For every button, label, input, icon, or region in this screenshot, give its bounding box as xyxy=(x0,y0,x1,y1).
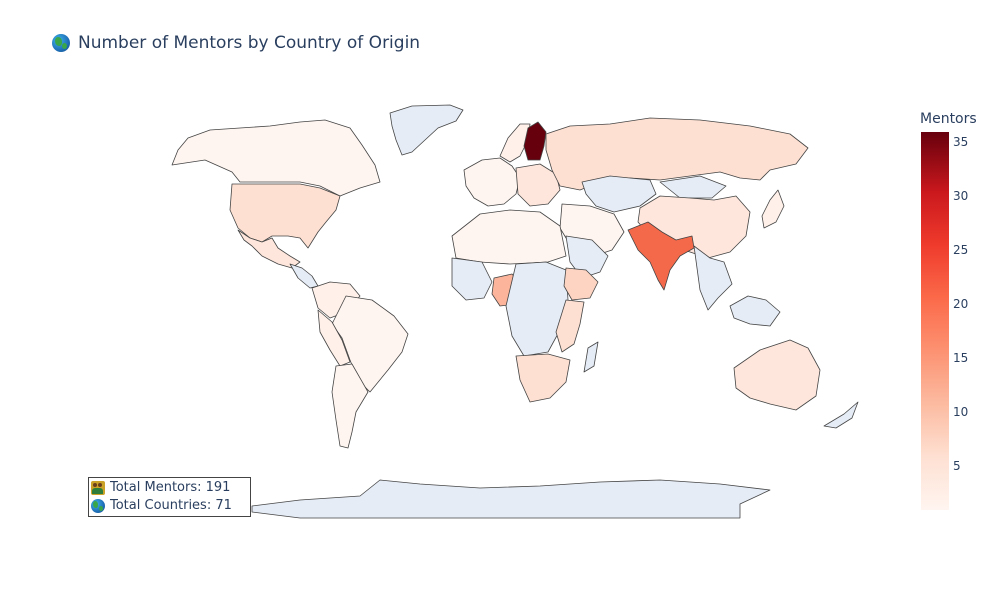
chart-title: Number of Mentors by Country of Origin xyxy=(52,33,420,53)
country-brazil[interactable] xyxy=(331,295,409,393)
country-canada[interactable] xyxy=(171,119,381,197)
people-icon xyxy=(91,481,105,495)
total-countries-row: Total Countries: 71 xyxy=(91,497,250,515)
total-mentors-row: Total Mentors: 191 xyxy=(91,479,250,497)
country-north-africa[interactable] xyxy=(451,209,567,265)
country-japan[interactable] xyxy=(761,189,785,229)
country-usa[interactable] xyxy=(229,183,341,249)
country-finland[interactable] xyxy=(523,121,547,161)
country-southeast-asia[interactable] xyxy=(693,245,733,311)
globe-icon xyxy=(91,499,105,513)
country-new-zealand[interactable] xyxy=(823,401,859,429)
colorbar-tick-label: 5 xyxy=(953,458,961,473)
country-argentina[interactable] xyxy=(331,363,369,449)
country-kazakhstan[interactable] xyxy=(581,175,657,213)
country-central-america[interactable] xyxy=(289,263,319,289)
colorbar-tick-label: 35 xyxy=(953,134,969,149)
country-australia[interactable] xyxy=(733,339,821,411)
country-india[interactable] xyxy=(627,221,695,291)
country-ethiopia[interactable] xyxy=(563,267,599,301)
country-mexico[interactable] xyxy=(237,229,301,269)
country-south-africa[interactable] xyxy=(515,353,571,403)
colorbar-tick-label: 15 xyxy=(953,350,969,365)
total-mentors-text: Total Mentors: 191 xyxy=(110,480,231,495)
colorbar-tick-label: 10 xyxy=(953,404,969,419)
stats-box: Total Mentors: 191 Total Countries: 71 xyxy=(88,477,251,517)
country-central-africa[interactable] xyxy=(505,261,569,357)
colorbar-tick-label: 25 xyxy=(953,242,969,257)
country-kenya[interactable] xyxy=(555,299,585,353)
country-west-africa[interactable] xyxy=(451,257,493,301)
country-peru[interactable] xyxy=(317,309,351,367)
country-arabia[interactable] xyxy=(565,235,609,279)
country-indonesia[interactable] xyxy=(729,295,781,327)
globe-icon xyxy=(52,34,70,52)
country-antarctica[interactable] xyxy=(251,479,771,519)
colorbar-tick-label: 20 xyxy=(953,296,969,311)
country-greenland[interactable] xyxy=(389,104,464,156)
chart-title-text: Number of Mentors by Country of Origin xyxy=(78,33,421,53)
colorbar-gradient xyxy=(921,132,949,510)
country-madagascar[interactable] xyxy=(583,341,599,373)
total-countries-text: Total Countries: 71 xyxy=(110,498,232,513)
colorbar-title: Mentors xyxy=(920,111,977,127)
colorbar-tick-label: 30 xyxy=(953,188,969,203)
country-europe-west[interactable] xyxy=(463,157,521,207)
country-russia[interactable] xyxy=(545,117,809,191)
country-eastern-europe[interactable] xyxy=(515,163,561,207)
country-mongolia[interactable] xyxy=(659,175,727,199)
